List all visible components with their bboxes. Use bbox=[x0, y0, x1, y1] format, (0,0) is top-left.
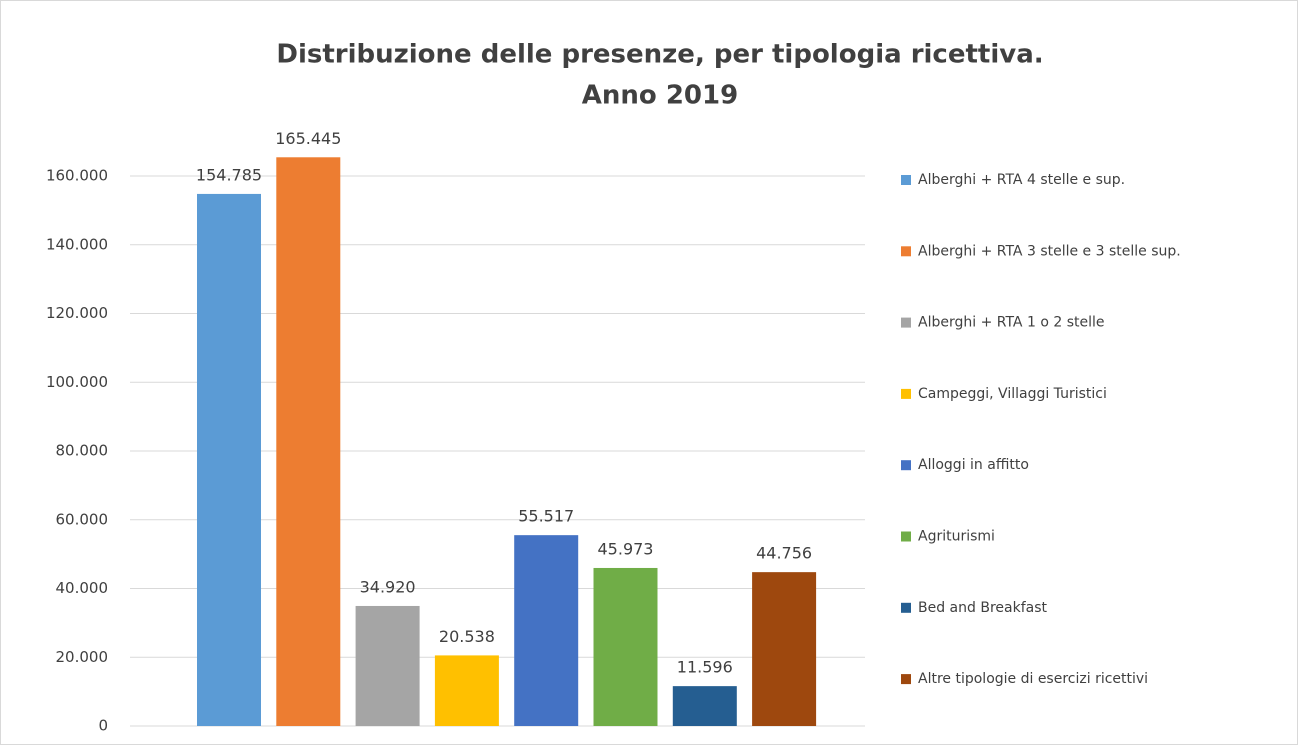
bar bbox=[593, 567, 658, 726]
data-label: 45.973 bbox=[598, 539, 654, 558]
data-label: 34.920 bbox=[360, 577, 416, 596]
y-tick-label: 40.000 bbox=[56, 579, 109, 597]
data-label: 44.756 bbox=[756, 544, 812, 563]
legend-swatch bbox=[901, 602, 911, 613]
bar bbox=[672, 686, 737, 726]
bar bbox=[355, 605, 420, 726]
data-label: 165.445 bbox=[275, 129, 341, 148]
legend-label: Alloggi in affitto bbox=[918, 457, 1029, 473]
legend-swatch bbox=[901, 317, 911, 328]
y-tick-label: 20.000 bbox=[56, 648, 109, 666]
y-tick-label: 80.000 bbox=[56, 442, 109, 460]
bar bbox=[197, 193, 261, 726]
y-tick-label: 120.000 bbox=[46, 304, 108, 322]
legend-swatch bbox=[901, 175, 911, 185]
legend-label: Alberghi + RTA 3 stelle e 3 stelle sup. bbox=[918, 243, 1181, 259]
y-tick-label: 160.000 bbox=[46, 167, 108, 185]
chart-subtitle: Anno 2019 bbox=[582, 81, 738, 111]
y-tick-label: 140.000 bbox=[46, 235, 108, 253]
legend-label: Campeggi, Villaggi Turistici bbox=[918, 386, 1107, 402]
bar bbox=[276, 157, 341, 726]
bar bbox=[752, 572, 817, 726]
y-tick-label: 60.000 bbox=[56, 510, 109, 528]
legend-label: Agriturismi bbox=[918, 529, 995, 545]
data-label: 20.538 bbox=[439, 627, 495, 646]
legend-label: Alberghi + RTA 1 o 2 stelle bbox=[918, 315, 1104, 331]
y-tick-label: 100.000 bbox=[46, 373, 108, 391]
legend-label: Altre tipologie di esercizi ricettivi bbox=[918, 671, 1148, 687]
legend-label: Alberghi + RTA 4 stelle e sup. bbox=[918, 172, 1125, 188]
data-label: 11.596 bbox=[677, 658, 733, 677]
data-label: 55.517 bbox=[518, 507, 574, 526]
bar bbox=[514, 535, 579, 726]
legend-swatch bbox=[901, 531, 911, 542]
y-tick-label: 0 bbox=[98, 717, 108, 735]
chart-title: Distribuzione delle presenze, per tipolo… bbox=[276, 40, 1043, 70]
legend-swatch bbox=[901, 674, 911, 685]
legend-swatch bbox=[901, 246, 911, 257]
legend-swatch bbox=[901, 460, 911, 471]
legend-label: Bed and Breakfast bbox=[918, 600, 1047, 616]
data-label: 154.785 bbox=[196, 165, 262, 184]
bar bbox=[434, 655, 499, 726]
legend-swatch bbox=[901, 388, 911, 399]
